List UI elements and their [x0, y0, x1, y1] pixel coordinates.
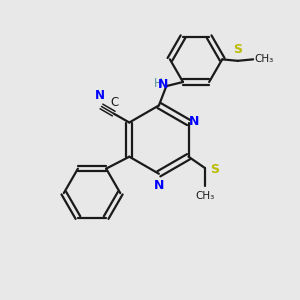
Text: S: S	[233, 43, 242, 56]
Text: N: N	[158, 78, 169, 91]
Text: N: N	[189, 115, 199, 128]
Text: S: S	[210, 163, 219, 176]
Text: H: H	[154, 77, 162, 90]
Text: CH₃: CH₃	[195, 191, 214, 201]
Text: C: C	[111, 95, 119, 109]
Text: N: N	[154, 179, 164, 192]
Text: N: N	[95, 89, 105, 102]
Text: CH₃: CH₃	[255, 54, 274, 64]
